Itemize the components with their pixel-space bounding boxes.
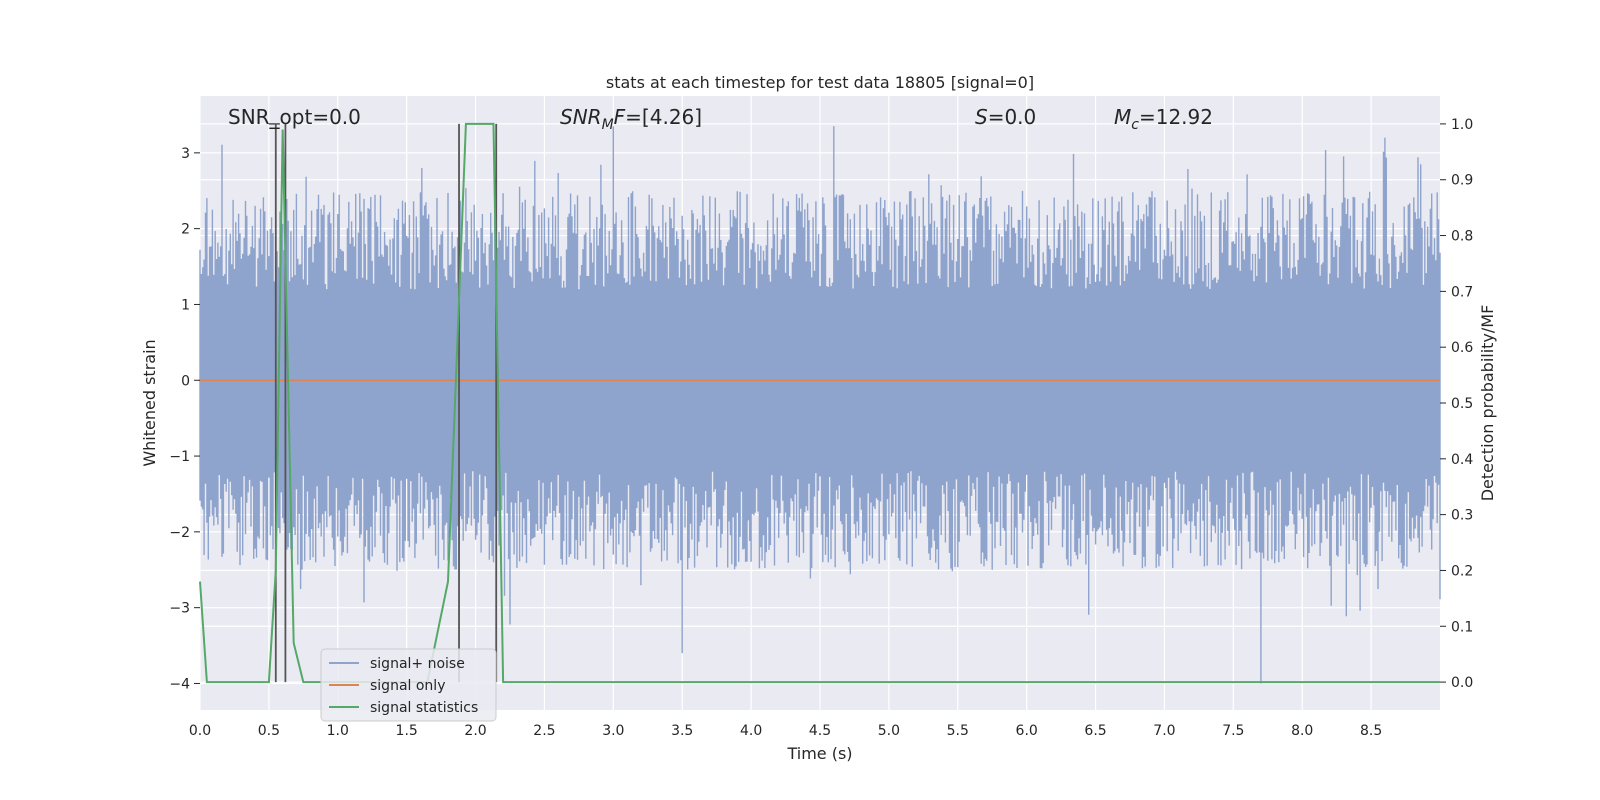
x-tick-label: 7.0 bbox=[1153, 723, 1175, 739]
x-tick-label: 8.5 bbox=[1360, 723, 1382, 739]
x-axis-label: Time (s) bbox=[786, 744, 852, 763]
x-tick-label: 0.0 bbox=[189, 723, 211, 739]
annotation-1: SNR_opt=0.0 bbox=[228, 105, 361, 129]
y-right-tick-label: 1.0 bbox=[1451, 117, 1473, 133]
legend-box bbox=[320, 648, 497, 722]
y-right-tick-label: 0.4 bbox=[1451, 452, 1473, 468]
legend: signal+ noise signal only signal statistic… bbox=[320, 648, 497, 722]
y-tick-label: 1 bbox=[181, 297, 190, 313]
x-tick-label: 2.0 bbox=[464, 723, 486, 739]
annotation-4: Mc=12.92 bbox=[1114, 105, 1213, 133]
y-tick-label: −4 bbox=[169, 676, 190, 692]
y-right-axis-ticks: 1.0 0.9 0.8 0.7 0.6 0.5 0.4 0.3 0.2 0.1 0.0 bbox=[1440, 117, 1473, 691]
annotations: SNR_opt=0.0 SNRMF=[4.26] S=0.0 Mc=12.92 bbox=[228, 105, 1213, 133]
y-right-tick-label: 0.8 bbox=[1451, 229, 1473, 245]
legend-label: signal only bbox=[370, 678, 445, 694]
y-tick-label: −2 bbox=[169, 525, 190, 541]
y-tick-label: 2 bbox=[181, 222, 190, 238]
y-axis-label: Whitened strain bbox=[140, 339, 159, 466]
legend-label: signal statistics bbox=[370, 700, 478, 716]
x-tick-label: 3.5 bbox=[671, 723, 693, 739]
y-right-tick-label: 0.7 bbox=[1451, 284, 1473, 300]
y-right-tick-label: 0.6 bbox=[1451, 340, 1473, 356]
x-tick-label: 1.0 bbox=[327, 723, 349, 739]
signal-statistics-line bbox=[199, 122, 1440, 684]
y-right-tick-label: 0.5 bbox=[1451, 396, 1473, 412]
y-tick-label: −3 bbox=[169, 601, 190, 617]
x-tick-label: 1.5 bbox=[396, 723, 418, 739]
y-right-tick-label: 0.1 bbox=[1451, 619, 1473, 635]
x-tick-label: 4.0 bbox=[740, 723, 762, 739]
x-tick-label: 3.0 bbox=[602, 723, 624, 739]
x-tick-label: 0.5 bbox=[258, 723, 280, 739]
y-right-tick-label: 0.9 bbox=[1451, 173, 1473, 189]
y-axis-ticks: 3 2 1 0 −1 −2 −3 −4 bbox=[169, 146, 200, 692]
x-tick-label: 6.0 bbox=[1016, 723, 1038, 739]
y-right-axis-label: Detection probability/MF bbox=[1478, 305, 1497, 502]
annotation-3: S=0.0 bbox=[975, 105, 1036, 129]
x-tick-label: 6.5 bbox=[1084, 723, 1106, 739]
y-tick-label: 0 bbox=[181, 373, 190, 389]
x-tick-label: 2.5 bbox=[533, 723, 555, 739]
y-right-tick-label: 0.0 bbox=[1451, 675, 1473, 691]
y-tick-label: 3 bbox=[181, 146, 190, 162]
x-tick-label: 7.5 bbox=[1222, 723, 1244, 739]
x-tick-label: 8.0 bbox=[1291, 723, 1313, 739]
legend-label: signal+ noise bbox=[370, 656, 465, 672]
y-tick-label: −1 bbox=[169, 449, 190, 465]
x-axis-ticks: 0.0 0.5 1.0 1.5 2.0 2.5 3.0 3.5 4.0 4.5 5.0 5.5 6.0 6… bbox=[189, 723, 1382, 739]
y-right-tick-label: 0.2 bbox=[1451, 563, 1473, 579]
y-right-tick-label: 0.3 bbox=[1451, 508, 1473, 524]
x-tick-label: 5.5 bbox=[947, 723, 969, 739]
annotation-2: SNRMF=[4.26] bbox=[560, 105, 702, 133]
x-tick-label: 4.5 bbox=[809, 723, 831, 739]
lines-layer bbox=[199, 122, 1440, 684]
x-tick-label: 5.0 bbox=[878, 723, 900, 739]
chart-title: stats at each timestep for test data 188… bbox=[606, 73, 1034, 92]
noise-trace bbox=[199, 126, 1441, 684]
